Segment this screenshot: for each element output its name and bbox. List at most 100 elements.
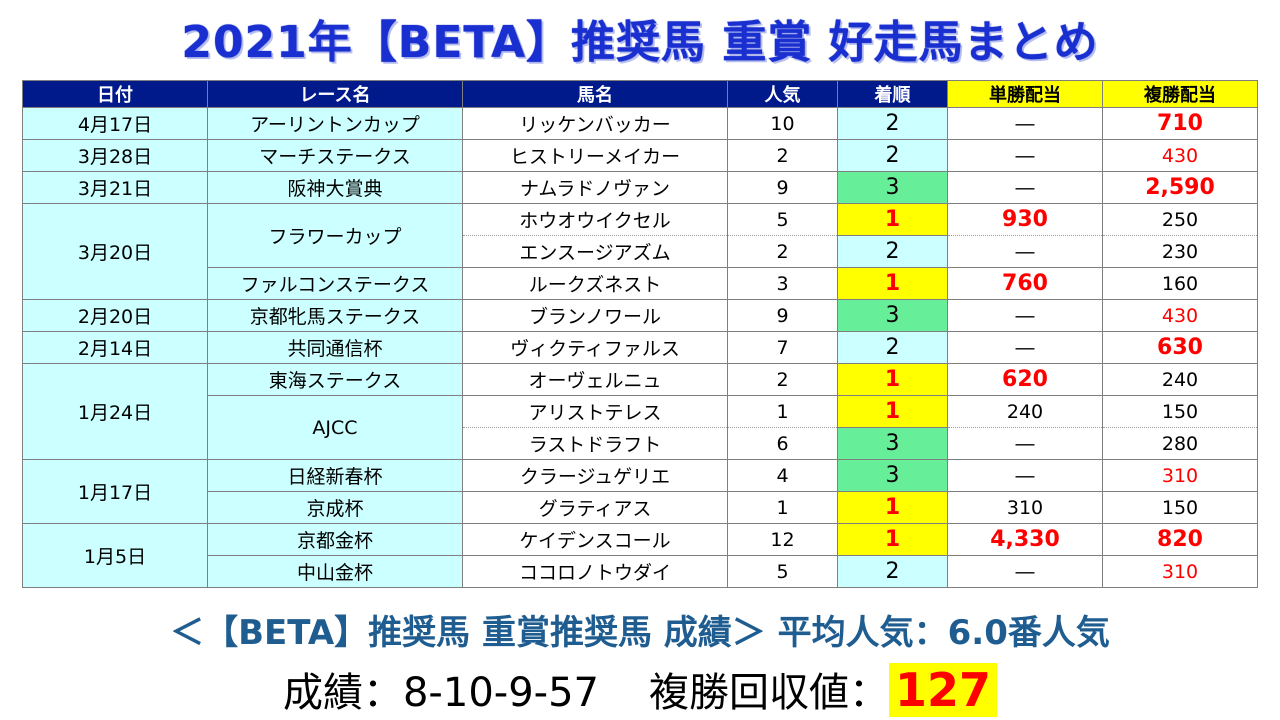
race-cell: AJCC bbox=[207, 395, 463, 460]
date-cell: 3月21日 bbox=[22, 171, 208, 204]
place-payout-cell: 150 bbox=[1102, 491, 1258, 524]
summary-results: 成績：8-10-9-57 複勝回収値： 127 bbox=[0, 660, 1280, 718]
horse-cell: ヴィクティファルス bbox=[462, 331, 728, 364]
horse-cell: リッケンバッカー bbox=[462, 107, 728, 140]
place-payout-cell: 430 bbox=[1102, 299, 1258, 332]
popularity-cell: 5 bbox=[727, 203, 838, 236]
rank-cell: 2 bbox=[837, 139, 948, 172]
win-payout-cell: 760 bbox=[947, 267, 1103, 300]
table-row: 2月14日 共同通信杯 ヴィクティファルス 7 2 ― 630 bbox=[22, 331, 1258, 364]
table-row: AJCC アリストテレス 1 1 240 150 bbox=[23, 395, 1258, 460]
win-payout-cell: ― bbox=[947, 235, 1103, 268]
race-cell: ファルコンステークス bbox=[207, 267, 463, 300]
popularity-cell: 10 bbox=[727, 107, 838, 140]
popularity-cell: 2 bbox=[727, 363, 838, 396]
rank-cell: 2 bbox=[837, 235, 948, 268]
header-horse: 馬名 bbox=[462, 80, 728, 108]
date-cell: 2月14日 bbox=[22, 331, 208, 364]
record-text: 成績：8-10-9-57 bbox=[282, 670, 599, 716]
horse-cell: ナムラドノヴァン bbox=[462, 171, 728, 204]
place-payout-cell: 150 bbox=[1102, 395, 1258, 428]
return-value: 127 bbox=[888, 663, 998, 717]
race-cell: 京成杯 bbox=[207, 491, 463, 524]
date-cell: 1月17日 bbox=[22, 459, 208, 524]
horse-cell: アリストテレス bbox=[462, 395, 728, 428]
place-payout-cell: 430 bbox=[1102, 139, 1258, 172]
horse-cell: オーヴェルニュ bbox=[462, 363, 728, 396]
table-row: 1月17日 日経新春杯 クラージュゲリエ 4 3 ― 310 bbox=[22, 459, 1258, 524]
win-payout-cell: ― bbox=[947, 427, 1103, 460]
rank-cell: 2 bbox=[837, 555, 948, 588]
table-row: 京成杯 グラティアス 1 1 310 150 bbox=[23, 491, 1258, 524]
table-row: 3月28日 マーチステークス ヒストリーメイカー 2 2 ― 430 bbox=[22, 139, 1258, 172]
header-date: 日付 bbox=[22, 80, 208, 108]
horse-cell: クラージュゲリエ bbox=[462, 459, 728, 492]
summary-heading: ＜【BETA】推奨馬 重賞推奨馬 成績＞ 平均人気：6.0番人気 bbox=[170, 613, 1110, 653]
horse-cell: ルークズネスト bbox=[462, 267, 728, 300]
rank-cell: 3 bbox=[837, 459, 948, 492]
table-header-row: 日付 レース名 馬名 人気 着順 単勝配当 複勝配当 bbox=[22, 80, 1258, 108]
horse-cell: ブランノワール bbox=[462, 299, 728, 332]
place-payout-cell: 230 bbox=[1102, 235, 1258, 268]
place-payout-cell: 250 bbox=[1102, 203, 1258, 236]
popularity-cell: 12 bbox=[727, 523, 838, 556]
win-payout-cell: ― bbox=[947, 331, 1103, 364]
win-payout-cell: 4,330 bbox=[947, 523, 1103, 556]
win-payout-cell: ― bbox=[947, 555, 1103, 588]
table-row: 2月20日 京都牝馬ステークス ブランノワール 9 3 ― 430 bbox=[22, 299, 1258, 332]
rank-cell: 2 bbox=[837, 107, 948, 140]
table-row: エンスージアズム 2 2 ― 230 bbox=[23, 235, 1258, 268]
place-payout-cell: 2,590 bbox=[1102, 171, 1258, 204]
results-table: 日付 レース名 馬名 人気 着順 単勝配当 複勝配当 4月17日 アーリントンカ… bbox=[22, 80, 1258, 588]
page-title: 2021年【BETA】推奨馬 重賞 好走馬まとめ bbox=[181, 17, 1099, 68]
place-payout-cell: 820 bbox=[1102, 523, 1258, 556]
popularity-cell: 6 bbox=[727, 427, 838, 460]
race-cell: 中山金杯 bbox=[207, 555, 463, 588]
date-cell: 3月20日 bbox=[22, 203, 208, 300]
popularity-cell: 3 bbox=[727, 267, 838, 300]
date-cell: 1月24日 bbox=[22, 363, 208, 460]
race-cell: 共同通信杯 bbox=[207, 331, 463, 364]
popularity-cell: 5 bbox=[727, 555, 838, 588]
table-row: 3月21日 阪神大賞典 ナムラドノヴァン 9 3 ― 2,590 bbox=[22, 171, 1258, 204]
popularity-cell: 7 bbox=[727, 331, 838, 364]
popularity-cell: 9 bbox=[727, 171, 838, 204]
place-payout-cell: 280 bbox=[1102, 427, 1258, 460]
return-label: 複勝回収値： bbox=[648, 670, 889, 716]
race-cell: 京都金杯 bbox=[207, 523, 463, 556]
popularity-cell: 4 bbox=[727, 459, 838, 492]
table-row: 1月24日 東海ステークス オーヴェルニュ 2 1 620 240 bbox=[22, 363, 1258, 460]
place-payout-cell: 160 bbox=[1102, 267, 1258, 300]
win-payout-cell: ― bbox=[947, 139, 1103, 172]
table-row: 中山金杯 ココロノトウダイ 5 2 ― 310 bbox=[23, 555, 1258, 588]
header-win-payout: 単勝配当 bbox=[947, 80, 1103, 108]
popularity-cell: 9 bbox=[727, 299, 838, 332]
race-cell: 阪神大賞典 bbox=[207, 171, 463, 204]
date-cell: 4月17日 bbox=[22, 107, 208, 140]
popularity-cell: 1 bbox=[727, 395, 838, 428]
race-cell: 日経新春杯 bbox=[207, 459, 463, 492]
win-payout-cell: 620 bbox=[947, 363, 1103, 396]
race-cell: フラワーカップ bbox=[207, 203, 463, 268]
rank-cell: 3 bbox=[837, 299, 948, 332]
win-payout-cell: 930 bbox=[947, 203, 1103, 236]
place-payout-cell: 240 bbox=[1102, 363, 1258, 396]
table-row: 3月20日 フラワーカップ ホウオウイクセル 5 1 930 250 bbox=[22, 203, 1258, 300]
win-payout-cell: 310 bbox=[947, 491, 1103, 524]
date-cell: 1月5日 bbox=[22, 523, 208, 588]
horse-cell: ヒストリーメイカー bbox=[462, 139, 728, 172]
table-row: ラストドラフト 6 3 ― 280 bbox=[23, 427, 1258, 460]
win-payout-cell: ― bbox=[947, 107, 1103, 140]
horse-cell: ホウオウイクセル bbox=[462, 203, 728, 236]
win-payout-cell: ― bbox=[947, 171, 1103, 204]
rank-cell: 1 bbox=[837, 203, 948, 236]
horse-cell: ココロノトウダイ bbox=[462, 555, 728, 588]
rank-cell: 1 bbox=[837, 523, 948, 556]
date-cell: 2月20日 bbox=[22, 299, 208, 332]
place-payout-cell: 710 bbox=[1102, 107, 1258, 140]
rank-cell: 1 bbox=[837, 363, 948, 396]
rank-cell: 1 bbox=[837, 491, 948, 524]
place-payout-cell: 630 bbox=[1102, 331, 1258, 364]
horse-cell: ラストドラフト bbox=[462, 427, 728, 460]
table-row: ファルコンステークス ルークズネスト 3 1 760 160 bbox=[23, 267, 1258, 300]
